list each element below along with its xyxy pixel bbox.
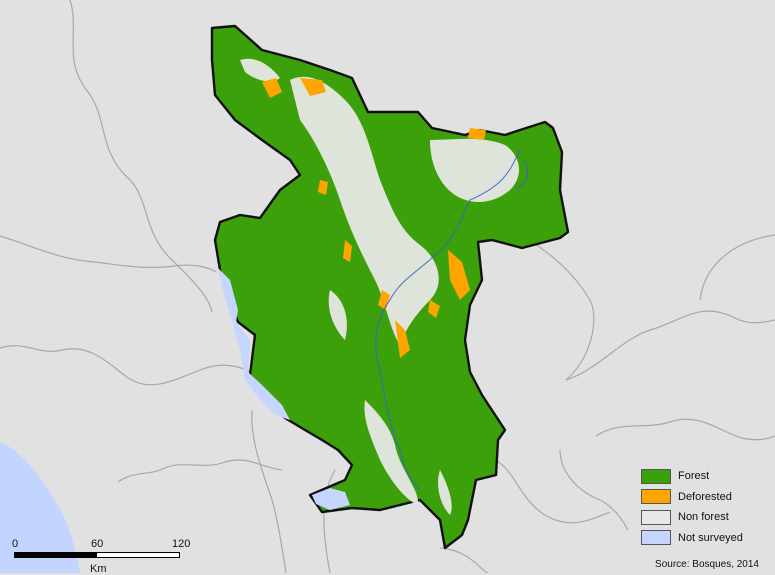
legend-label: Deforested [678, 490, 732, 503]
legend-item-not-surveyed: Not surveyed [641, 528, 743, 549]
legend-item-deforested: Deforested [641, 487, 743, 508]
scale-bar-graphic [14, 552, 180, 558]
legend-swatch-forest [641, 468, 671, 484]
legend-label: Not surveyed [678, 531, 743, 544]
source-credit: Source: Bosques, 2014 [655, 559, 759, 570]
non-forest-areas [240, 58, 520, 515]
legend-label: Forest [678, 470, 710, 483]
scale-tick-120: 120 [172, 538, 191, 550]
legend-swatch-non-forest [641, 509, 671, 525]
scale-tick-0: 0 [12, 538, 19, 550]
not-surveyed-areas [218, 268, 350, 510]
ocean-area [0, 442, 80, 573]
scale-tick-60: 60 [91, 538, 104, 550]
legend-swatch-deforested [641, 489, 671, 505]
scale-bar: 0 60 120 Km [12, 538, 194, 575]
legend-item-forest: Forest [641, 466, 743, 487]
scale-unit: Km [90, 563, 107, 575]
rivers [375, 149, 529, 491]
map-legend: Forest Deforested Non forest Not surveye… [641, 466, 743, 548]
legend-swatch-not-surveyed [641, 530, 671, 546]
legend-item-non-forest: Non forest [641, 507, 743, 528]
legend-label: Non forest [678, 511, 729, 524]
